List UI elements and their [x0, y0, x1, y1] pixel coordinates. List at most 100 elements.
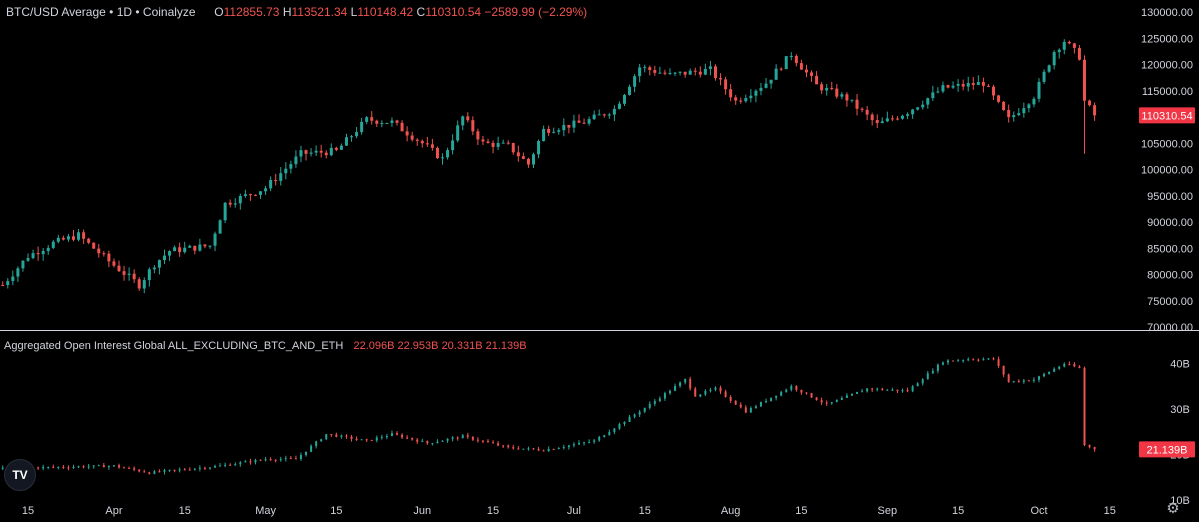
candle-body	[643, 407, 646, 412]
candle-body	[133, 468, 136, 470]
candle-body	[385, 435, 388, 438]
candle-body	[410, 135, 414, 140]
price-axis-tick: 120000.00	[1141, 60, 1193, 72]
candle-body	[208, 245, 212, 247]
candle-body	[936, 364, 939, 371]
candle-body	[294, 458, 297, 460]
candle-body	[380, 437, 383, 439]
candle-body	[623, 421, 626, 425]
candle-body	[97, 248, 101, 254]
candle-body	[193, 468, 196, 470]
candle-body	[314, 150, 318, 153]
candle-body	[699, 394, 702, 397]
candle-body	[679, 382, 682, 387]
logo-text: TV	[12, 468, 28, 482]
candle-body	[284, 458, 287, 460]
candle-body	[16, 268, 20, 277]
candle-body	[77, 232, 81, 240]
time-axis-tick: 15	[639, 505, 651, 517]
candle-body	[708, 66, 712, 69]
candle-body	[537, 449, 540, 451]
change-value: −2589.99 (−2.29%)	[484, 5, 588, 19]
candle-body	[648, 403, 651, 408]
candle-body	[1088, 100, 1092, 106]
candle-body	[112, 465, 115, 467]
candle-body	[713, 66, 717, 79]
candle-body	[739, 404, 742, 408]
candle-body	[1082, 59, 1086, 101]
candle-body	[804, 69, 808, 73]
candle-body	[1052, 52, 1056, 66]
candle-body	[315, 441, 318, 446]
candle-body	[239, 462, 242, 465]
candle-body	[739, 100, 743, 102]
candle-body	[694, 388, 697, 397]
candle-body	[405, 131, 409, 136]
candle-body	[956, 84, 960, 86]
candle-body	[628, 416, 631, 422]
oi-high-value: 22.953B	[397, 340, 439, 352]
candle-body	[208, 467, 211, 469]
price-axis-tick: 105000.00	[1141, 138, 1193, 150]
candle-body	[794, 56, 798, 64]
candle-body	[168, 469, 171, 471]
candle-body	[997, 359, 1000, 366]
candle-body	[229, 464, 232, 466]
candle-body	[618, 424, 621, 429]
candle-body	[1093, 447, 1096, 450]
candle-body	[1012, 381, 1015, 383]
time-axis-tick: Jun	[413, 505, 431, 517]
candle-body	[799, 63, 803, 70]
candle-body	[173, 469, 176, 471]
candle-body	[329, 147, 333, 156]
candle-body	[527, 448, 530, 450]
candle-body	[305, 451, 308, 456]
candle-body	[719, 78, 723, 80]
candle-body	[425, 143, 429, 145]
time-axis-tick: May	[255, 505, 276, 517]
oi-open-value: 22.096B	[353, 340, 395, 352]
candle-body	[426, 440, 429, 444]
candle-body	[542, 128, 546, 141]
candle-body	[1077, 47, 1081, 60]
symbol-title[interactable]: BTC/USD Average • 1D • Coinalyze	[6, 5, 196, 19]
open-label: O	[214, 5, 224, 19]
candle-body	[132, 273, 136, 280]
candle-body	[411, 437, 414, 440]
candle-body	[952, 360, 955, 362]
oi-axis-tick: 40B	[1170, 359, 1190, 371]
candle-body	[865, 109, 869, 115]
candle-body	[765, 401, 768, 403]
candle-body	[56, 237, 60, 242]
candle-body	[744, 407, 747, 413]
tradingview-logo[interactable]: TV	[4, 459, 36, 491]
candle-body	[522, 448, 525, 450]
candle-body	[436, 441, 439, 444]
candle-body	[66, 236, 70, 240]
candle-body	[592, 114, 596, 120]
candle-body	[107, 466, 110, 468]
candle-body	[688, 70, 692, 75]
oi-title[interactable]: Aggregated Open Interest Global ALL_EXCL…	[4, 340, 344, 352]
gear-icon[interactable]: ⚙	[1166, 500, 1180, 517]
candle-body	[203, 244, 207, 247]
candle-body	[567, 445, 570, 448]
candle-body	[749, 95, 753, 99]
candle-body	[178, 469, 181, 471]
price-axis-tick: 130000.00	[1141, 7, 1193, 19]
candle-body	[815, 397, 818, 401]
candle-body	[1062, 41, 1066, 50]
candle-body	[1037, 81, 1041, 99]
time-axis-tick: Sep	[878, 505, 898, 517]
candle-body	[805, 392, 808, 394]
price-axis-tick: 95000.00	[1147, 191, 1193, 203]
candle-body	[790, 386, 793, 390]
candle-body	[254, 459, 257, 463]
candle-body	[572, 120, 576, 128]
candle-body	[441, 440, 444, 442]
candle-body	[663, 72, 667, 74]
candle-body	[982, 359, 985, 361]
candle-body	[583, 442, 586, 444]
candle-body	[906, 114, 910, 116]
